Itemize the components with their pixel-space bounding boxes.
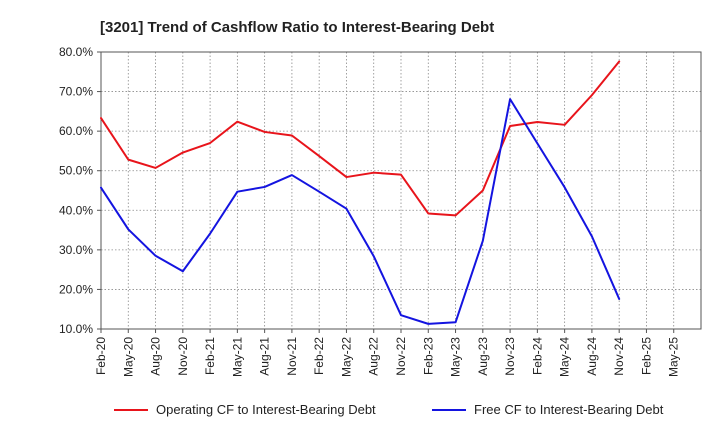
x-tick-label: Feb-22: [312, 337, 326, 375]
x-tick-label: May-23: [449, 337, 463, 377]
chart-title: [3201] Trend of Cashflow Ratio to Intere…: [100, 19, 494, 36]
x-tick-label: Nov-24: [612, 337, 626, 376]
x-tick-label: Aug-22: [367, 337, 381, 376]
series-line-2: [100, 98, 621, 325]
x-tick-label: Aug-20: [149, 337, 163, 376]
series-line-1: [100, 60, 621, 217]
x-tick-label: Feb-24: [530, 337, 544, 375]
y-axis-ticks: 10.0% 20.0% 30.0% 40.0% 50.0% 60.0% 70.0% 80.0%: [59, 45, 101, 336]
y-tick-label: 30.0%: [59, 243, 93, 257]
x-tick-label: Aug-23: [476, 337, 490, 376]
x-tick-label: Nov-23: [503, 337, 517, 376]
x-tick-label: Feb-23: [421, 337, 435, 375]
x-tick-label: May-25: [667, 337, 681, 377]
x-tick-label: Feb-21: [203, 337, 217, 375]
y-tick-label: 80.0%: [59, 45, 93, 59]
x-tick-label: Feb-20: [94, 337, 108, 375]
x-tick-label: May-24: [558, 337, 572, 377]
y-tick-label: 70.0%: [59, 85, 93, 99]
legend: Operating CF to Interest-Bearing Debt Fre…: [114, 402, 664, 417]
x-tick-label: Nov-22: [394, 337, 408, 376]
x-tick-label: May-22: [339, 337, 353, 377]
x-tick-label: May-21: [230, 337, 244, 377]
legend-label-1: Operating CF to Interest-Bearing Debt: [156, 402, 376, 417]
x-tick-label: Feb-25: [639, 337, 653, 375]
x-tick-label: Nov-21: [285, 337, 299, 376]
y-tick-label: 20.0%: [59, 282, 93, 296]
x-tick-label: Nov-20: [176, 337, 190, 376]
y-tick-label: 10.0%: [59, 322, 93, 336]
y-tick-label: 60.0%: [59, 124, 93, 138]
series-lines: [100, 60, 621, 325]
x-tick-label: Aug-24: [585, 337, 599, 376]
legend-label-2: Free CF to Interest-Bearing Debt: [474, 402, 664, 417]
y-tick-label: 50.0%: [59, 164, 93, 178]
x-tick-label: May-20: [121, 337, 135, 377]
x-tick-label: Aug-21: [258, 337, 272, 376]
y-tick-label: 40.0%: [59, 203, 93, 217]
x-axis-ticks: Feb-20 May-20 Aug-20 Nov-20 Feb-21 May-21 Aug-…: [94, 329, 681, 377]
